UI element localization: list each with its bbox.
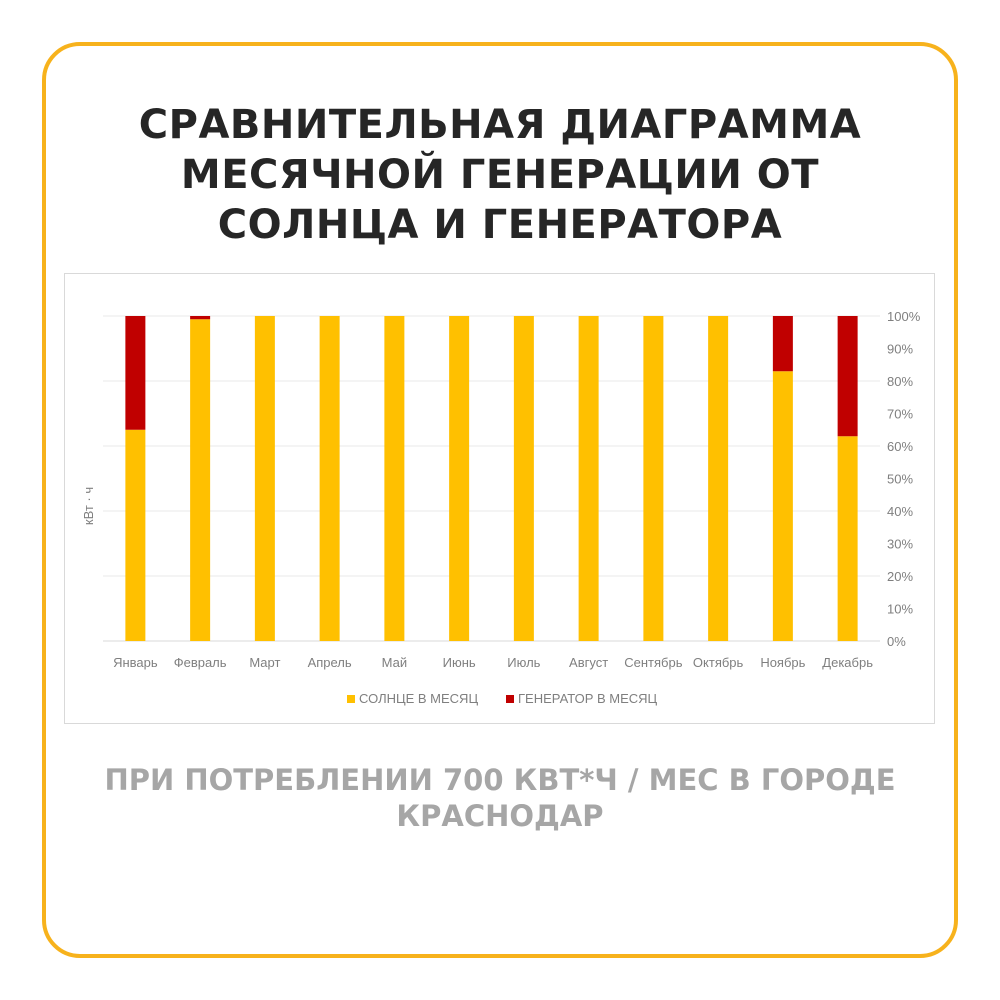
bar-sun-5 — [384, 316, 405, 641]
y-tick-label: 100% — [887, 309, 921, 324]
y-tick-label: 10% — [887, 602, 913, 617]
category-label: Июнь — [443, 655, 476, 670]
bar-sun-4 — [319, 316, 340, 641]
bar-sun-11 — [772, 371, 793, 641]
category-label: Ноябрь — [760, 655, 805, 670]
bar-generator-2 — [190, 316, 211, 320]
category-label: Январь — [113, 655, 158, 670]
y-tick-label: 80% — [887, 374, 913, 389]
y-tick-labels: 0% 10% 20% 30% 40% 50% 60% 70% 80% 90% 100% — [887, 309, 921, 649]
bar-sun-6 — [449, 316, 470, 641]
subtitle: ПРИ ПОТРЕБЛЕНИИ 700 КВТ*Ч / МЕС В ГОРОДЕ… — [60, 762, 940, 834]
grid-lines — [103, 315, 880, 642]
y-tick-label: 90% — [887, 342, 913, 357]
bar-sun-7 — [513, 316, 534, 641]
legend-label-sun: СОЛНЦЕ В МЕСЯЦ — [359, 691, 478, 706]
stacked-bar-chart: 0% 10% 20% 30% 40% 50% 60% 70% 80% 90% 100% Январь… — [81, 309, 921, 706]
category-label: Декабрь — [822, 655, 873, 670]
bar-sun-8 — [578, 316, 599, 641]
category-label: Август — [569, 655, 608, 670]
y-tick-label: 50% — [887, 472, 913, 487]
bar-generator-11 — [772, 316, 793, 372]
bar-sun-2 — [190, 319, 211, 641]
bar-sun-12 — [837, 436, 858, 641]
legend-swatch-sun — [347, 695, 355, 703]
title-line-1: СРАВНИТЕЛЬНАЯ ДИАГРАММА — [138, 102, 862, 148]
subtitle-line-1: ПРИ ПОТРЕБЛЕНИИ 700 КВТ*Ч / МЕС В ГОРОДЕ — [104, 763, 896, 797]
category-label: Сентябрь — [624, 655, 682, 670]
y-tick-label: 40% — [887, 504, 913, 519]
chart-container: 0% 10% 20% 30% 40% 50% 60% 70% 80% 90% 100% Январь… — [64, 273, 935, 724]
bar-sun-3 — [254, 316, 275, 641]
category-label: Апрель — [308, 655, 352, 670]
y-axis-label: кВт · ч — [81, 487, 96, 525]
y-tick-label: 70% — [887, 407, 913, 422]
y-tick-label: 0% — [887, 634, 906, 649]
title-line-3: СОЛНЦА И ГЕНЕРАТОРА — [217, 202, 783, 248]
category-label: Июль — [507, 655, 540, 670]
legend: СОЛНЦЕ В МЕСЯЦ ГЕНЕРАТОР В МЕСЯЦ — [347, 691, 658, 706]
subtitle-line-2: КРАСНОДАР — [396, 799, 604, 833]
page-title: СРАВНИТЕЛЬНАЯ ДИАГРАММА МЕСЯЧНОЙ ГЕНЕРАЦ… — [60, 100, 940, 250]
bar-sun-10 — [708, 316, 729, 641]
legend-label-generator: ГЕНЕРАТОР В МЕСЯЦ — [518, 691, 658, 706]
y-tick-label: 60% — [887, 439, 913, 454]
y-tick-label: 30% — [887, 537, 913, 552]
category-label: Март — [249, 655, 280, 670]
bar-sun-1 — [125, 429, 146, 641]
category-labels: Январь Февраль Март Апрель Май Июнь Июль Август… — [113, 655, 873, 670]
bars — [125, 316, 858, 641]
category-label: Октябрь — [693, 655, 744, 670]
bar-generator-12 — [837, 316, 858, 437]
category-label: Февраль — [174, 655, 227, 670]
bar-sun-9 — [643, 316, 664, 641]
title-line-2: МЕСЯЧНОЙ ГЕНЕРАЦИИ ОТ — [180, 152, 820, 198]
bar-generator-1 — [125, 316, 146, 430]
category-label: Май — [382, 655, 407, 670]
legend-swatch-generator — [506, 695, 514, 703]
y-tick-label: 20% — [887, 569, 913, 584]
